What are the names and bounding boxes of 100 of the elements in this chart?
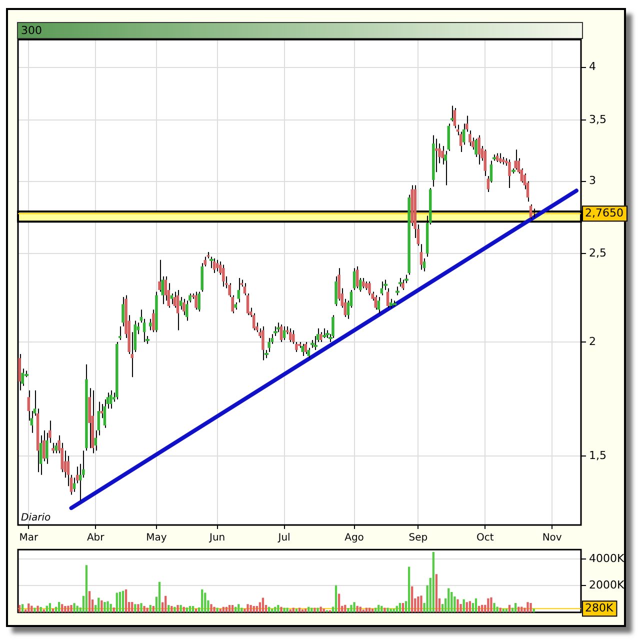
candlestick: [94, 430, 97, 452]
candlestick: [142, 318, 146, 342]
bar: [70, 605, 72, 612]
candlestick: [444, 150, 447, 186]
bar: [146, 608, 148, 612]
bar: [283, 608, 286, 612]
x-tick-label: Sep: [408, 532, 428, 544]
candlestick: [97, 401, 100, 436]
candlestick: [200, 262, 204, 292]
candlestick: [176, 290, 180, 331]
bar: [262, 598, 264, 612]
candlestick: [508, 158, 511, 188]
bar: [286, 608, 288, 612]
bar: [334, 585, 338, 612]
bar: [106, 601, 109, 612]
bar: [76, 606, 78, 612]
candlestick: [182, 298, 186, 316]
bar: [435, 574, 438, 612]
candlestick: [368, 280, 371, 296]
bar: [368, 608, 371, 612]
candlestick: [222, 264, 225, 288]
bar: [390, 608, 392, 612]
bar: [143, 606, 146, 612]
candlestick: [352, 268, 356, 291]
candlestick: [514, 149, 517, 170]
bar: [374, 608, 377, 612]
bar: [450, 592, 453, 612]
bar: [216, 608, 218, 612]
x-tick-label: Nov: [542, 532, 562, 544]
bar: [298, 608, 301, 612]
bar: [496, 606, 498, 612]
bar: [240, 608, 243, 612]
bar: [487, 598, 490, 612]
bar: [460, 604, 462, 612]
bar: [46, 606, 48, 612]
candlestick: [100, 404, 104, 419]
y-tick-label: 2000K: [589, 578, 625, 592]
candlestick: [332, 314, 334, 339]
bar: [468, 601, 471, 612]
bar: [176, 605, 179, 612]
bar: [158, 582, 161, 612]
bar: [398, 603, 401, 612]
bar: [277, 605, 280, 612]
bar: [310, 608, 313, 612]
candlestick: [304, 341, 307, 355]
bar: [402, 603, 404, 612]
bar: [118, 592, 122, 612]
bar: [210, 604, 212, 612]
x-tick-label: Jun: [208, 532, 226, 544]
bar: [499, 608, 502, 612]
x-tick-label: Mar: [19, 532, 39, 544]
bar: [514, 603, 517, 612]
bar: [316, 608, 319, 612]
candlestick: [237, 278, 240, 303]
bar: [85, 565, 88, 612]
bar: [48, 603, 52, 612]
bar: [36, 606, 39, 612]
bar: [61, 604, 64, 612]
bar: [280, 606, 282, 612]
bar: [338, 594, 340, 612]
candlestick: [231, 294, 234, 314]
candlestick: [170, 293, 174, 305]
candlestick: [262, 326, 264, 361]
candlestick: [386, 288, 390, 308]
bar: [131, 602, 134, 612]
bar: [347, 608, 350, 612]
bar: [456, 599, 459, 612]
x-tick-label: Oct: [476, 532, 494, 544]
candlestick: [377, 296, 380, 314]
bar: [350, 604, 352, 612]
bar: [365, 608, 368, 612]
bar: [314, 608, 316, 612]
bar: [104, 602, 106, 612]
bar: [292, 608, 294, 612]
candlestick: [289, 328, 292, 342]
annotation: Diario: [21, 512, 51, 524]
y-tick-label: 4000K: [589, 552, 625, 565]
bar: [34, 608, 36, 612]
bar: [122, 590, 124, 612]
bar: [417, 596, 420, 612]
candlestick: [474, 138, 478, 158]
bar: [420, 596, 422, 612]
bar: [474, 598, 478, 612]
x-tick-label: Jul: [277, 532, 290, 544]
bar: [100, 600, 103, 612]
candlestick: [243, 282, 246, 296]
candlestick: [152, 309, 155, 333]
bar: [67, 606, 70, 612]
bar: [98, 598, 100, 612]
bar: [116, 592, 118, 612]
candlestick: [356, 266, 359, 289]
bar: [250, 605, 252, 612]
y-tick-label: 3: [589, 174, 596, 188]
bar: [238, 604, 240, 612]
candlestick: [109, 390, 112, 410]
bar: [448, 588, 450, 612]
bar: [137, 604, 140, 612]
x-tick-label: Abr: [86, 532, 106, 544]
bar: [432, 552, 434, 612]
x-tick-label: Ago: [344, 532, 364, 544]
